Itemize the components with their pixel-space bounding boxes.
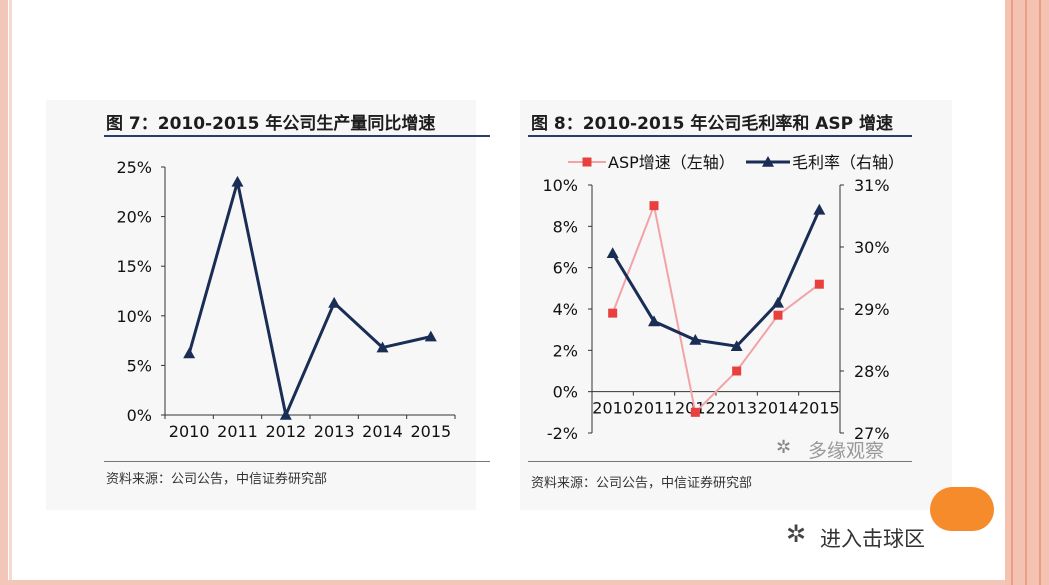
left-y-tick-label: 4% (553, 300, 578, 319)
chart-title-right: 图 8：2010-2015 年公司毛利率和 ASP 增速 (531, 114, 894, 134)
x-tick-label: 2013 (314, 422, 355, 441)
x-tick-label: 2014 (362, 422, 403, 441)
data-point-production (183, 347, 196, 359)
chart-title-left: 图 7：2010-2015 年公司生产量同比增速 (106, 114, 436, 134)
source-note-right: 资料来源：公司公告，中信证券研究部 (531, 476, 753, 491)
data-point-asp (608, 308, 618, 318)
x-tick-label: 2010 (169, 422, 210, 441)
x-tick-label: 2015 (799, 399, 840, 418)
x-tick-label: 2011 (217, 422, 258, 441)
data-point-gross-margin (648, 315, 660, 327)
right-y-tick-label: 28% (854, 362, 890, 381)
data-point-gross-margin (606, 247, 619, 258)
x-tick-label: 2012 (265, 422, 306, 441)
y-tick-label: 15% (116, 257, 152, 276)
legend-marker-gross-margin (762, 156, 774, 167)
wechat-icon: ✲ (776, 437, 792, 458)
source-note-left: 资料来源：公司公告，中信证券研究部 (106, 472, 328, 487)
slide-border-left (0, 0, 8, 585)
data-point-asp (690, 407, 700, 417)
left-y-tick-label: 2% (553, 341, 578, 360)
y-tick-label: 25% (116, 158, 152, 177)
data-point-production (424, 330, 437, 342)
title-rule-left (104, 135, 490, 137)
data-point-production (328, 296, 341, 308)
right-y-tick-label: 31% (854, 176, 890, 195)
right-y-tick-label: 27% (854, 424, 890, 443)
y-tick-label: 0% (127, 406, 152, 425)
watermark-inner: 多缘观察 (808, 440, 885, 462)
data-point-asp (814, 279, 824, 289)
y-tick-label: 5% (127, 356, 152, 375)
left-y-tick-label: 0% (553, 383, 578, 402)
data-point-gross-margin (813, 203, 826, 215)
data-point-gross-margin (689, 334, 702, 345)
x-tick-label: 2011 (634, 399, 675, 418)
data-point-production (376, 341, 389, 353)
data-point-production (231, 175, 244, 187)
production-growth-chart: 0% 5% 10% 15% 20% 25% 2010 2011 2012 2013 2014 2015 (116, 158, 456, 441)
left-y-tick-label: 10% (542, 176, 578, 195)
x-tick-label: 2013 (716, 399, 757, 418)
border-stripe (1025, 0, 1027, 585)
border-stripe (1011, 0, 1013, 585)
source-rule-right (528, 461, 912, 462)
left-y-tick-label: 6% (553, 259, 578, 278)
left-y-tick-label: -2% (547, 424, 578, 443)
source-rule-left (104, 461, 490, 462)
data-point-asp (649, 201, 659, 211)
data-point-asp (773, 310, 783, 320)
series-line-gross-margin (611, 209, 821, 348)
data-point-gross-margin (772, 296, 784, 308)
data-point-gross-margin (730, 340, 743, 351)
watermark-bottom: 进入击球区 (820, 527, 925, 551)
series-line-asp (611, 202, 820, 415)
legend-marker-asp (582, 157, 592, 167)
data-point-production (279, 409, 292, 420)
chart-panel-production-growth (46, 100, 476, 510)
data-point-asp (732, 366, 742, 376)
margin-asp-chart: -2% 0% 2% 4% 6% 8% 10% 27% 28% 29% 30% 31% 2010 2011 2… (542, 153, 904, 443)
decorative-orange-shape (930, 487, 994, 531)
slide-border-right (1005, 0, 1049, 585)
x-tick-label: 2010 (592, 399, 633, 418)
right-y-tick-label: 30% (854, 238, 890, 257)
series-line-production (187, 181, 432, 420)
slide-border-bottom (0, 580, 1005, 585)
x-tick-label: 2015 (410, 422, 451, 441)
y-tick-label: 20% (116, 208, 152, 227)
border-stripe (1039, 0, 1041, 585)
wechat-icon: ✲ (786, 520, 807, 548)
legend-label-gross-margin: 毛利率（右轴） (792, 153, 904, 172)
title-rule-right (528, 135, 912, 137)
y-tick-label: 10% (116, 307, 152, 326)
x-tick-label: 2014 (758, 399, 799, 418)
right-y-tick-label: 29% (854, 300, 890, 319)
left-y-tick-label: 8% (553, 217, 578, 236)
slide-border-left-inner (9, 0, 12, 585)
legend-label-asp: ASP增速（左轴） (608, 153, 735, 172)
